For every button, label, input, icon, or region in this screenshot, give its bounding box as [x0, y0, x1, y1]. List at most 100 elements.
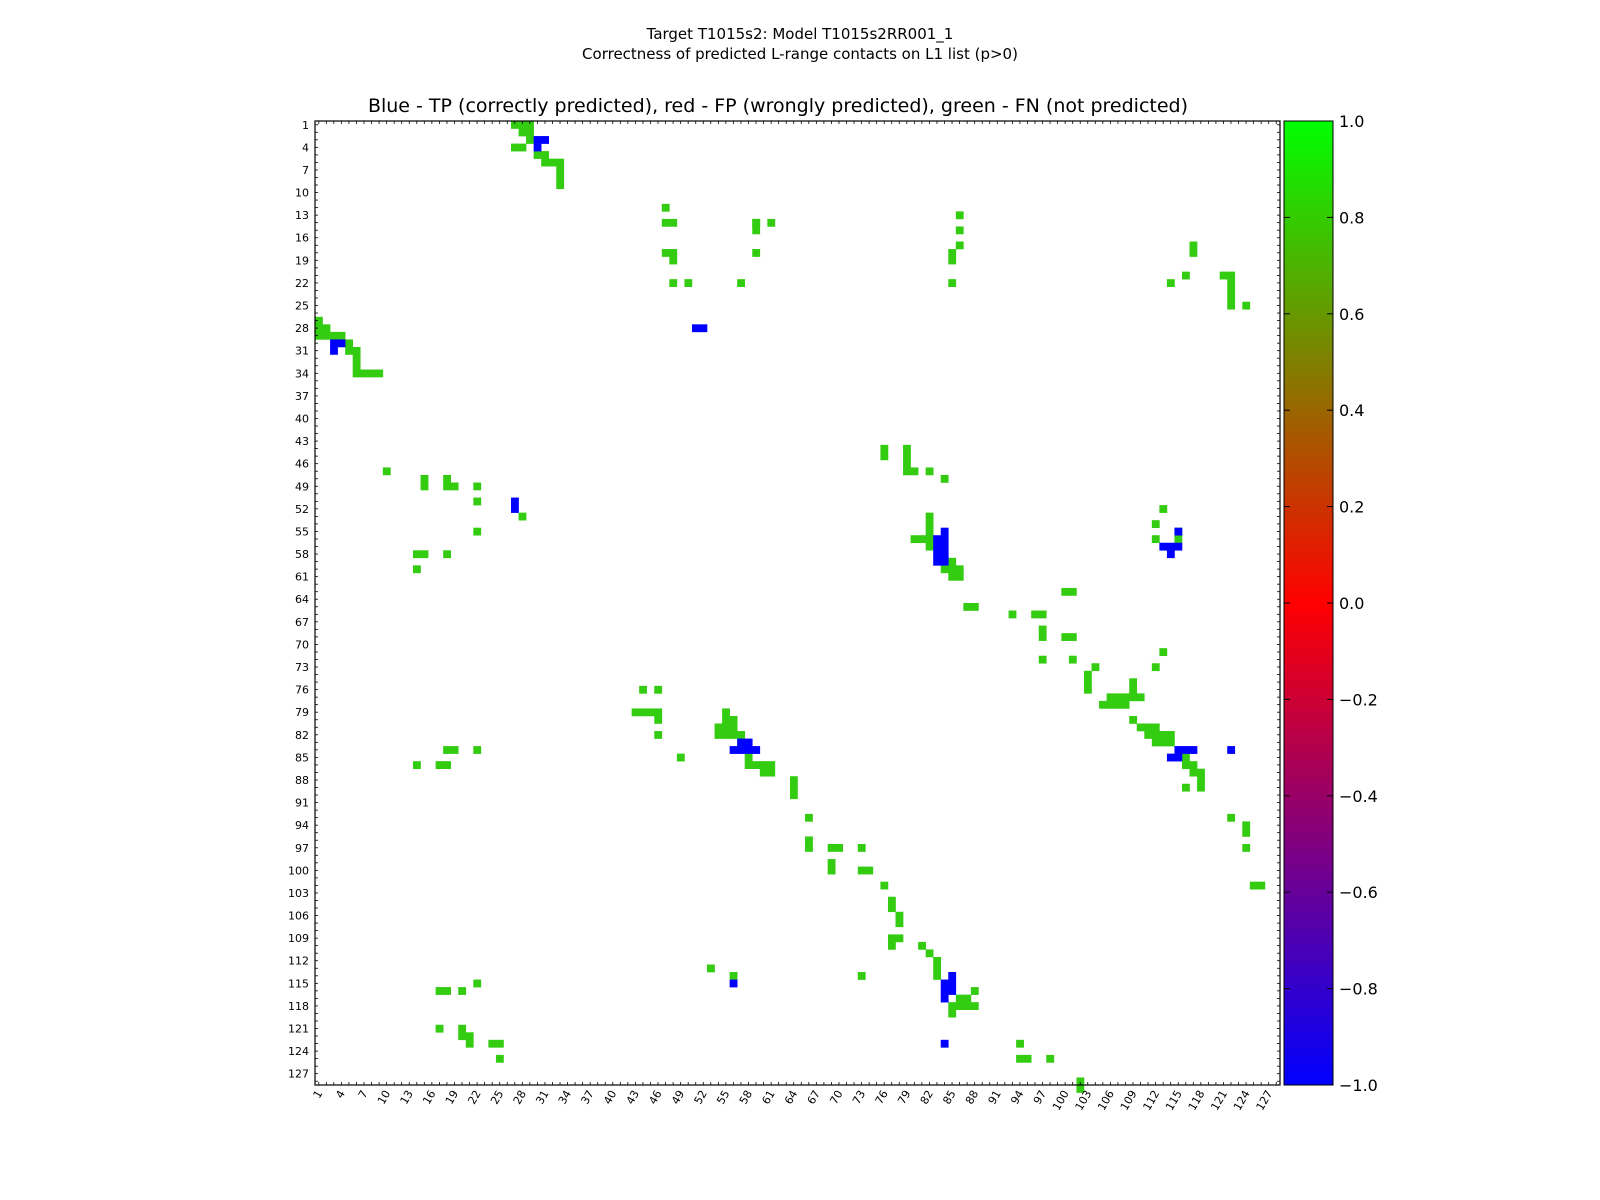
x-tick-label-28: 28 — [511, 1088, 529, 1107]
cell-fn-97 — [948, 565, 957, 574]
x-tick-label-106: 106 — [1095, 1088, 1117, 1113]
cell-fn-44 — [1227, 294, 1236, 303]
cell-fn-248 — [1091, 663, 1100, 672]
x-tick-label-49: 49 — [669, 1088, 687, 1107]
y-tick-label-31: 31 — [295, 345, 309, 358]
x-tick-label-88: 88 — [963, 1088, 981, 1107]
cell-fn-174 — [1189, 761, 1198, 769]
cell-fn-185 — [857, 844, 866, 852]
cell-fn-104 — [1151, 535, 1160, 544]
cell-tp-34 — [948, 987, 957, 995]
cell-fn-204 — [707, 964, 715, 973]
cell-tp-19 — [1174, 527, 1183, 536]
x-tick-label-43: 43 — [624, 1088, 642, 1107]
cell-fn-82 — [413, 550, 421, 559]
cell-tp-41 — [1227, 746, 1236, 754]
cell-fn-161 — [1129, 715, 1138, 724]
cell-fn-62 — [367, 369, 376, 378]
cell-fn-9 — [541, 151, 550, 159]
cell-fn-230 — [1076, 1077, 1085, 1086]
cell-tp-32 — [948, 979, 957, 988]
cell-tp-29 — [752, 746, 761, 754]
cell-fn-51 — [322, 331, 331, 340]
x-tick-label-37: 37 — [579, 1088, 597, 1107]
cell-fn-101 — [940, 565, 949, 574]
cell-fn-47 — [315, 316, 323, 325]
y-tick-label-13: 13 — [295, 209, 309, 222]
y-tick-label-43: 43 — [295, 435, 309, 448]
x-tick-label-52: 52 — [692, 1088, 710, 1107]
cell-fn-71 — [925, 467, 934, 476]
y-tick-label-97: 97 — [295, 842, 309, 855]
y-tick-label-7: 7 — [302, 164, 309, 177]
cell-fn-16 — [661, 203, 670, 212]
cell-tp-7 — [699, 324, 708, 333]
cell-fn-240 — [1129, 685, 1138, 694]
y-tick-label-94: 94 — [295, 819, 309, 832]
colorbar-tick-label-10: −1.0 — [1339, 1076, 1378, 1095]
cell-tp-4 — [337, 339, 346, 348]
x-tick-label-103: 103 — [1073, 1088, 1095, 1113]
y-tick-label-118: 118 — [288, 1000, 309, 1013]
cell-tp-9 — [511, 505, 519, 513]
cell-fn-167 — [1159, 731, 1168, 739]
y-tick-label-67: 67 — [295, 616, 309, 629]
cell-tp-8 — [511, 497, 519, 506]
x-tick-label-112: 112 — [1140, 1088, 1162, 1113]
y-tick-label-34: 34 — [295, 367, 309, 380]
cell-fn-102 — [955, 565, 964, 574]
cell-fn-57 — [352, 346, 361, 355]
cell-fn-132 — [722, 708, 730, 717]
x-tick-label-70: 70 — [827, 1088, 845, 1107]
cell-fn-78 — [450, 482, 459, 491]
cell-fn-141 — [737, 731, 746, 739]
cell-fn-60 — [352, 369, 361, 378]
cell-fn-225 — [495, 1054, 504, 1063]
cell-tp-36 — [1174, 746, 1183, 754]
x-tick-label-7: 7 — [356, 1088, 371, 1101]
cell-fn-135 — [714, 723, 723, 732]
x-tick-label-40: 40 — [601, 1088, 619, 1107]
cell-fn-171 — [1166, 738, 1175, 747]
cell-fn-21 — [955, 211, 964, 220]
cell-tp-31 — [940, 979, 949, 988]
cell-fn-178 — [1197, 783, 1205, 792]
cell-fn-245 — [1174, 535, 1183, 544]
x-tick-label-16: 16 — [420, 1088, 438, 1107]
x-tick-label-13: 13 — [398, 1088, 416, 1107]
cell-fn-23 — [752, 226, 761, 235]
plot-title: Blue - TP (correctly predicted), red - F… — [368, 95, 1188, 117]
y-tick-label-37: 37 — [295, 390, 309, 403]
cell-fn-45 — [1227, 301, 1236, 310]
cell-tp-33 — [940, 987, 949, 995]
cell-fn-37 — [1189, 249, 1198, 257]
cell-fn-38 — [1181, 271, 1190, 280]
cell-fn-216 — [970, 1002, 979, 1010]
cell-tp-16 — [940, 550, 949, 559]
cell-fn-127 — [631, 708, 640, 717]
cell-fn-147 — [413, 761, 421, 769]
y-tick-label-79: 79 — [295, 706, 309, 719]
colorbar-tick-label-7: −0.4 — [1339, 787, 1378, 806]
cell-fn-166 — [1151, 731, 1160, 739]
y-tick-label-58: 58 — [295, 548, 309, 561]
cell-fn-93 — [925, 542, 934, 551]
cell-fn-1 — [518, 121, 527, 129]
y-tick-label-55: 55 — [295, 525, 309, 538]
x-tick-label-73: 73 — [850, 1088, 868, 1107]
x-tick-label-124: 124 — [1231, 1088, 1253, 1113]
cell-fn-152 — [752, 761, 761, 769]
cell-tp-15 — [933, 550, 942, 559]
x-tick-label-46: 46 — [646, 1088, 664, 1107]
cell-fn-34 — [737, 279, 746, 287]
plot-frame — [314, 120, 1281, 1086]
cell-fn-4 — [526, 128, 534, 137]
cell-fn-117 — [1083, 670, 1092, 679]
cell-fn-221 — [465, 1032, 474, 1041]
cell-fn-30 — [669, 256, 678, 265]
cell-fn-183 — [827, 844, 836, 852]
cell-fn-103 — [1151, 520, 1160, 528]
cell-fn-39 — [1219, 271, 1228, 280]
cell-tp-39 — [1166, 753, 1175, 762]
x-tick-label-34: 34 — [556, 1088, 574, 1107]
